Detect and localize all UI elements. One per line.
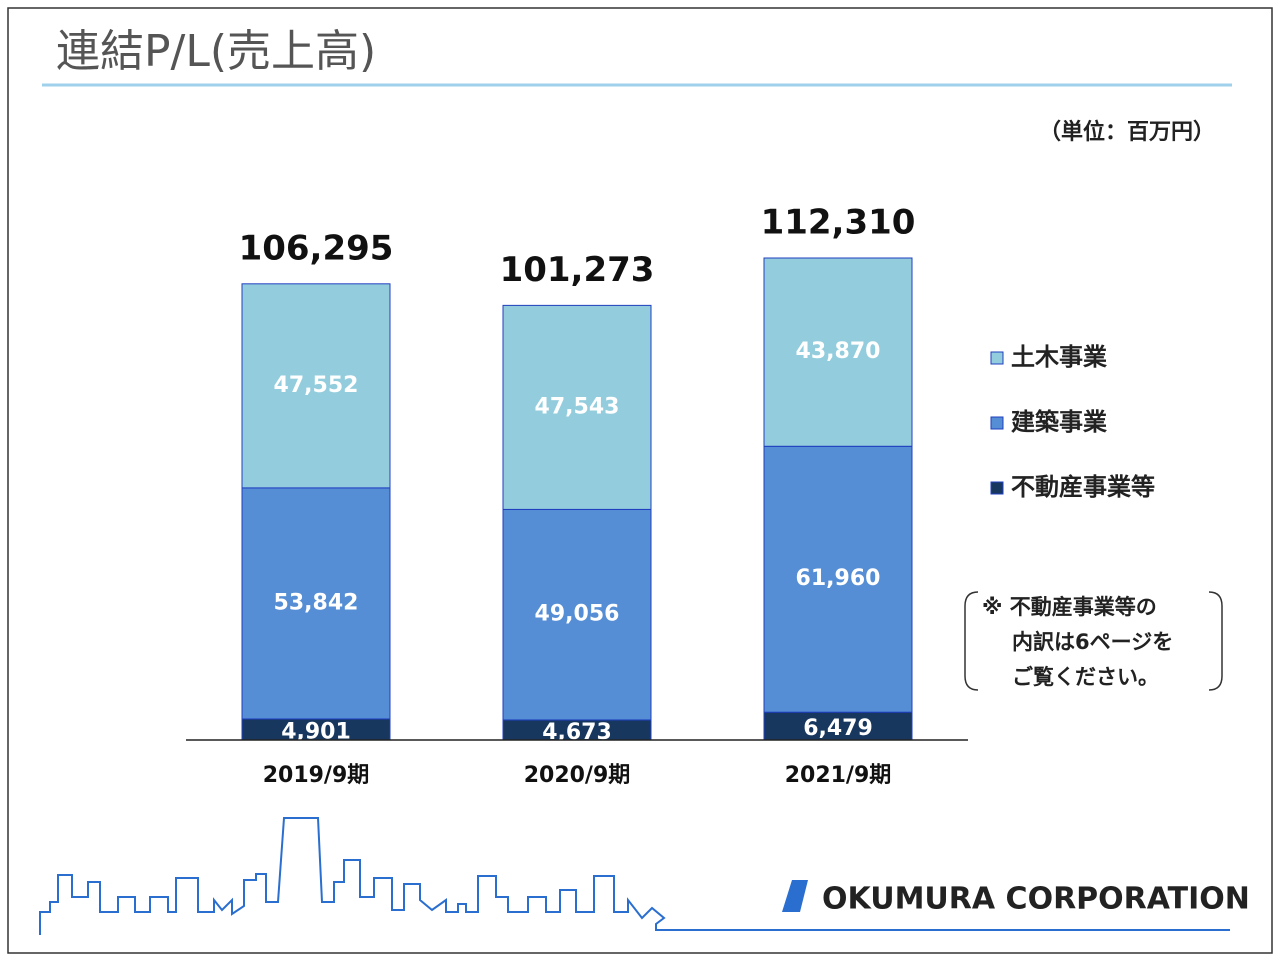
segment-label: 49,056 [535, 602, 620, 627]
note-line: 内訳は6ページを [1012, 630, 1173, 654]
total-label: 112,310 [761, 203, 916, 243]
note-box [964, 591, 1223, 691]
segment-label: 47,543 [535, 394, 620, 419]
note-line: ご覧ください。 [1012, 665, 1159, 689]
legend-label: 不動産事業等 [1011, 473, 1155, 501]
logo-text: OKUMURA CORPORATION [822, 882, 1250, 917]
unit-note: （単位：百万円） [1039, 119, 1215, 145]
chart: 4,90153,84247,552106,2952019/9期4,67349,0… [186, 203, 1155, 788]
bar-segment [763, 445, 913, 713]
legend-label: 建築事業 [1011, 408, 1107, 436]
legend-swatch [990, 416, 1004, 430]
bar-segment [502, 304, 652, 510]
segment-label: 61,960 [796, 566, 881, 591]
logo-mark [782, 880, 808, 912]
segment-label: 47,552 [274, 373, 359, 398]
bar-segment [241, 283, 391, 489]
bar-segment [502, 508, 652, 721]
x-tick-label: 2020/9期 [524, 763, 631, 788]
legend-swatch [990, 351, 1004, 365]
bar-segment [241, 487, 391, 720]
segment-label: 43,870 [796, 339, 881, 364]
skyline [39, 817, 1230, 935]
segment-label: 53,842 [274, 590, 359, 615]
segment-label: 6,479 [803, 716, 873, 741]
bar-segment [763, 257, 913, 447]
total-label: 106,295 [239, 228, 394, 268]
x-tick-label: 2021/9期 [785, 763, 892, 788]
total-label: 101,273 [500, 250, 655, 290]
segment-label: 4,673 [542, 720, 612, 745]
legend-swatch [990, 481, 1004, 495]
x-tick-label: 2019/9期 [263, 763, 370, 788]
slide-title: 連結P/L(売上高) [56, 26, 376, 77]
legend-label: 土木事業 [1011, 343, 1107, 371]
bar-segment [763, 711, 913, 741]
note-line: ※ 不動産事業等の [982, 595, 1157, 619]
